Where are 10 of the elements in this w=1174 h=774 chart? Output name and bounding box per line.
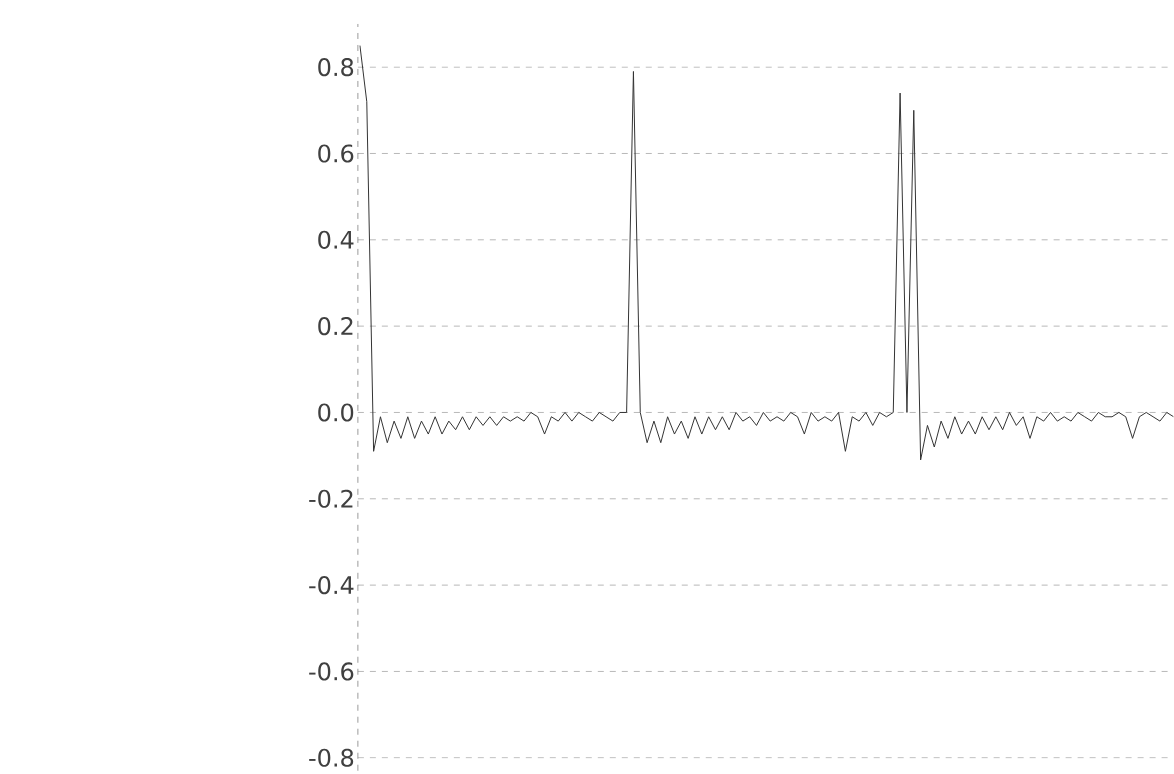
y-tick-label: -0.8	[309, 748, 354, 768]
y-tick-label: 0.6	[318, 144, 354, 163]
y-tick-label: -0.6	[309, 662, 354, 681]
y-tick-label: 0.0	[318, 403, 354, 422]
y-tick-label: -0.4	[309, 576, 354, 595]
y-tick-label: 0.8	[318, 58, 354, 77]
y-tick-label: -0.2	[309, 489, 353, 509]
y-tick-label: 0.2	[318, 317, 353, 336]
y-tick-label: 0.4	[318, 230, 354, 250]
line-series	[359, 45, 1174, 461]
